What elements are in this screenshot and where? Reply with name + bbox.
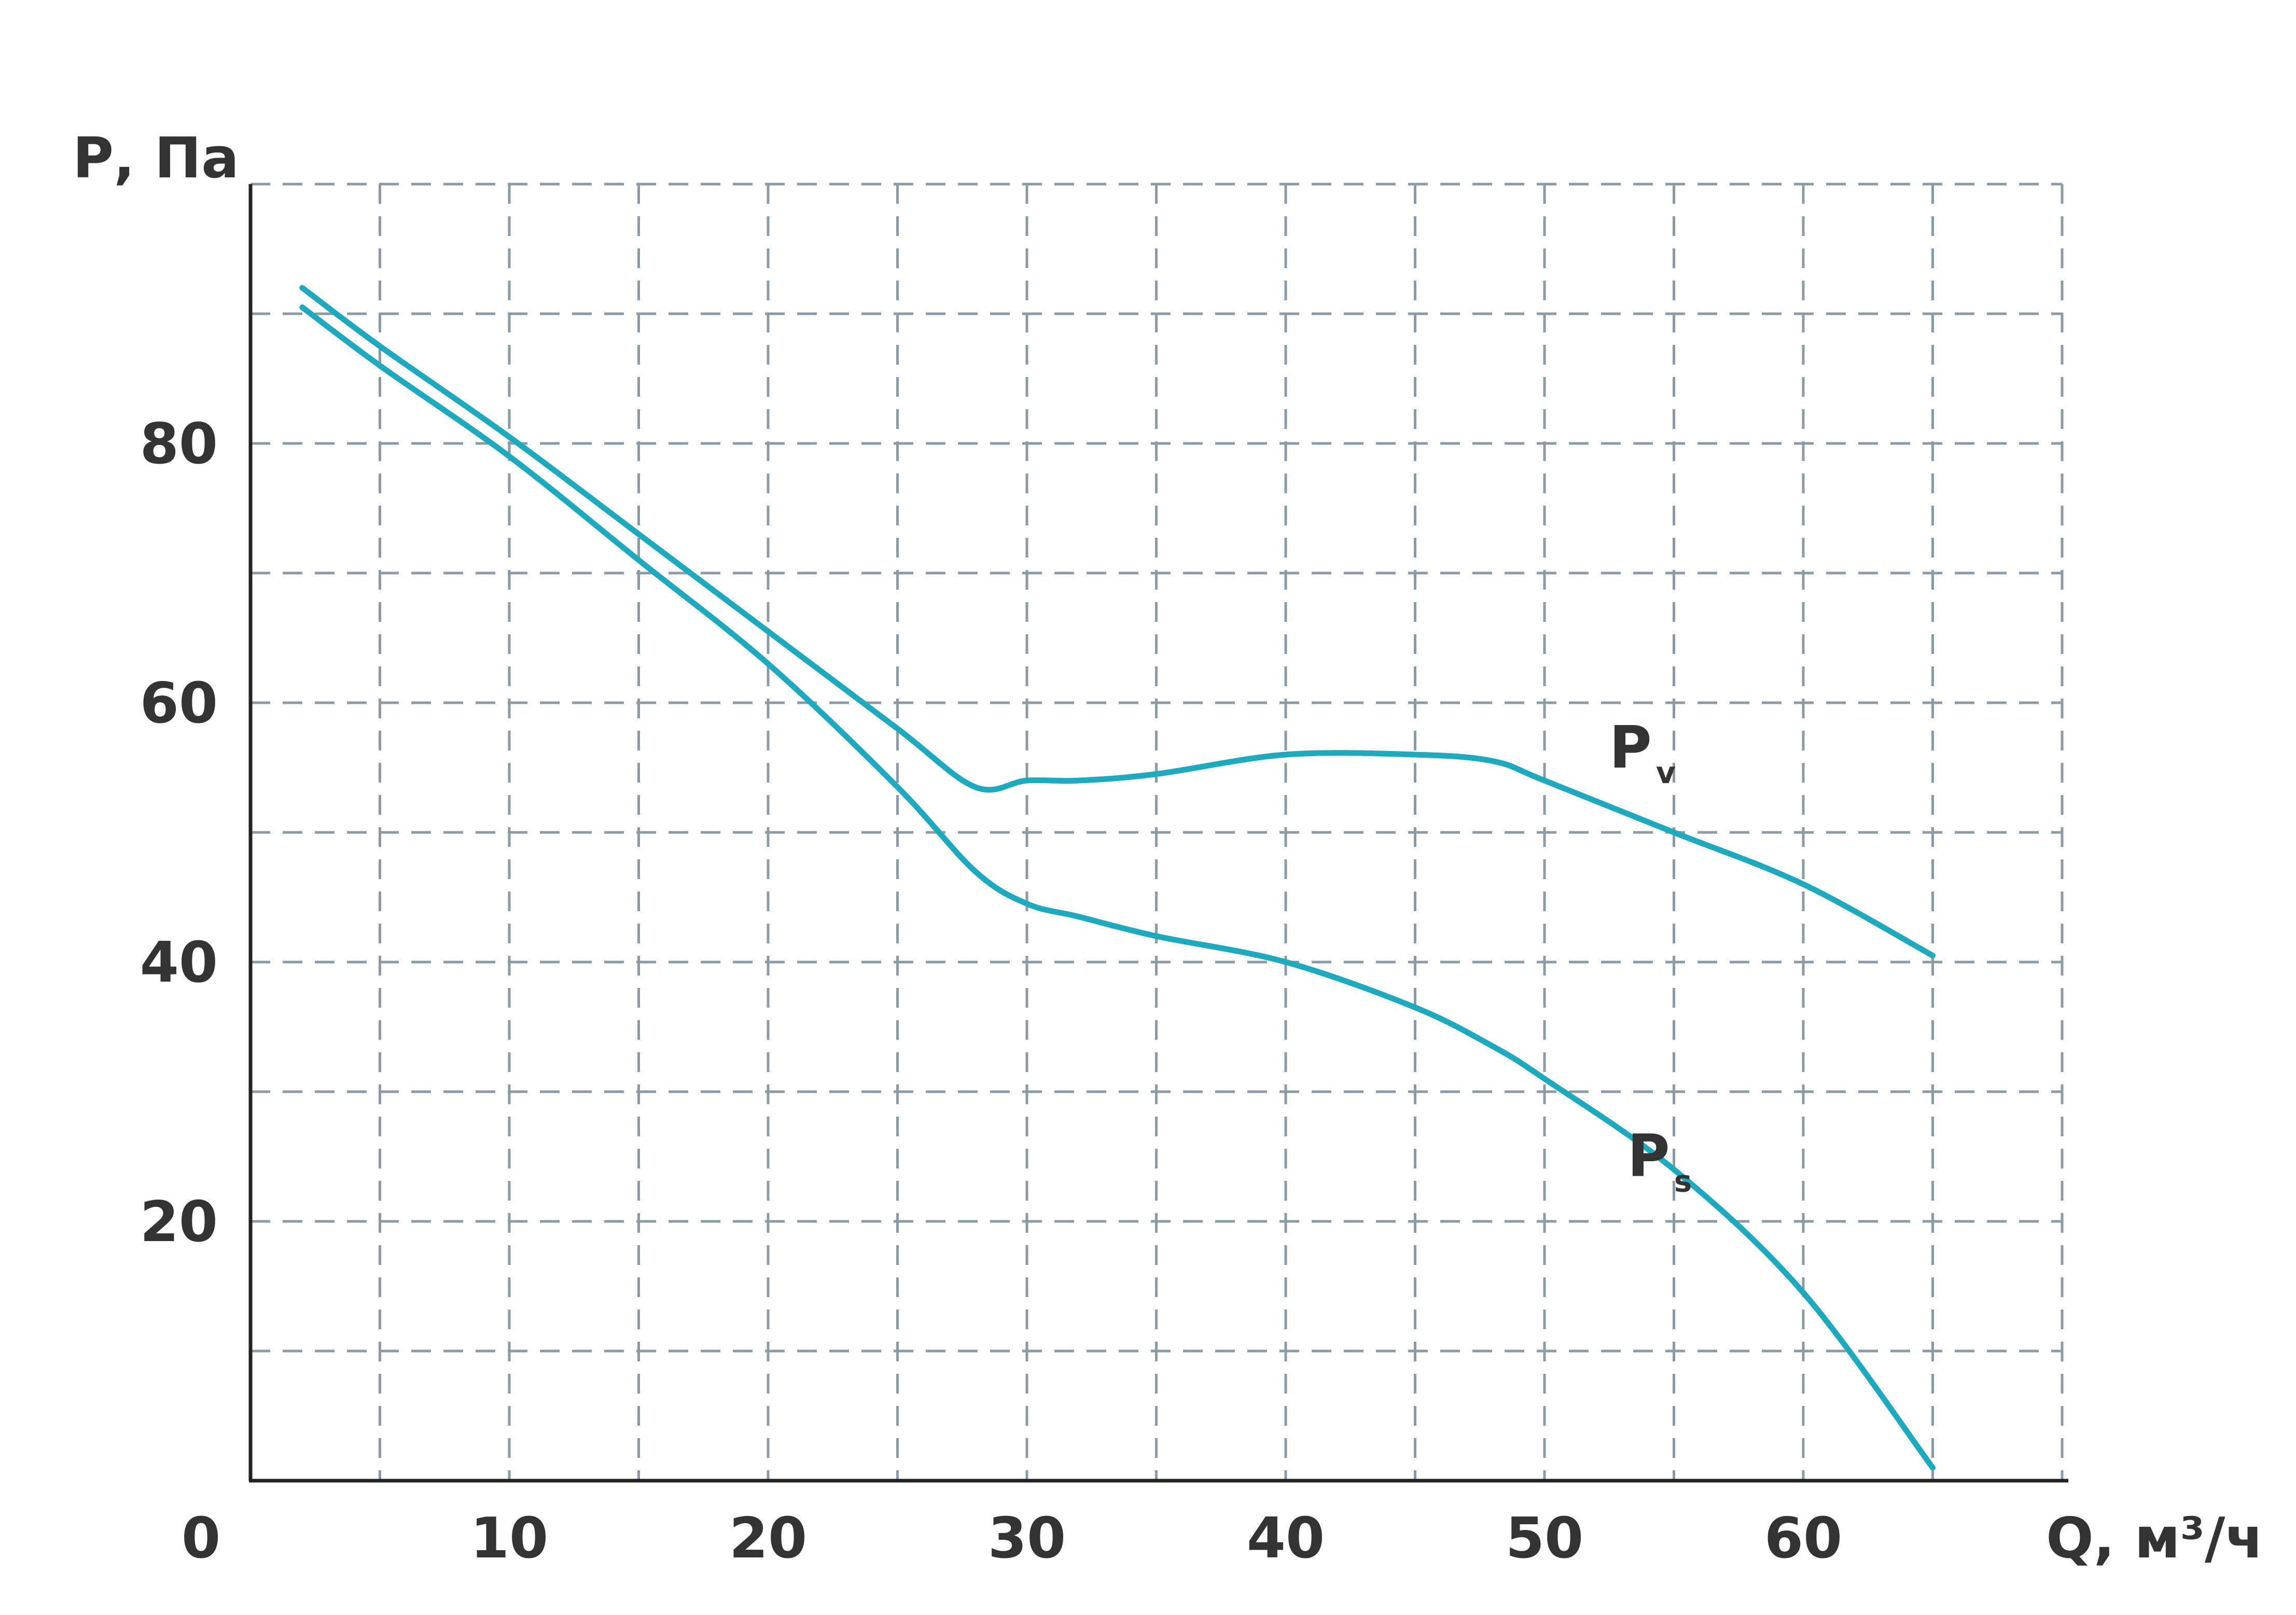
y-tick-label: 60: [140, 671, 218, 736]
y-tick-label: 40: [140, 930, 218, 995]
series-line-pv: [299, 285, 1936, 958]
y-tick-label: 80: [140, 412, 218, 477]
tick-labels: 10 20 30 40 50 60 20 40 60 80: [140, 412, 1842, 1571]
x-tick-label: 10: [470, 1506, 548, 1571]
origin-label: 0: [182, 1506, 220, 1571]
x-tick-label: 30: [988, 1506, 1066, 1571]
x-tick-label: 60: [1764, 1506, 1842, 1571]
grid-lines: [251, 183, 2064, 1481]
x-axis-title: Q, м³/ч: [2046, 1506, 2264, 1571]
y-tick-label: 20: [140, 1190, 218, 1255]
x-tick-label: 50: [1506, 1506, 1583, 1571]
series-line-ps: [299, 304, 1936, 1471]
x-tick-label: 40: [1247, 1506, 1325, 1571]
axes: [248, 184, 2068, 1483]
series-lines: [299, 285, 1936, 1471]
x-tick-label: 20: [729, 1506, 807, 1571]
y-axis-title: Р, Па: [73, 126, 239, 191]
